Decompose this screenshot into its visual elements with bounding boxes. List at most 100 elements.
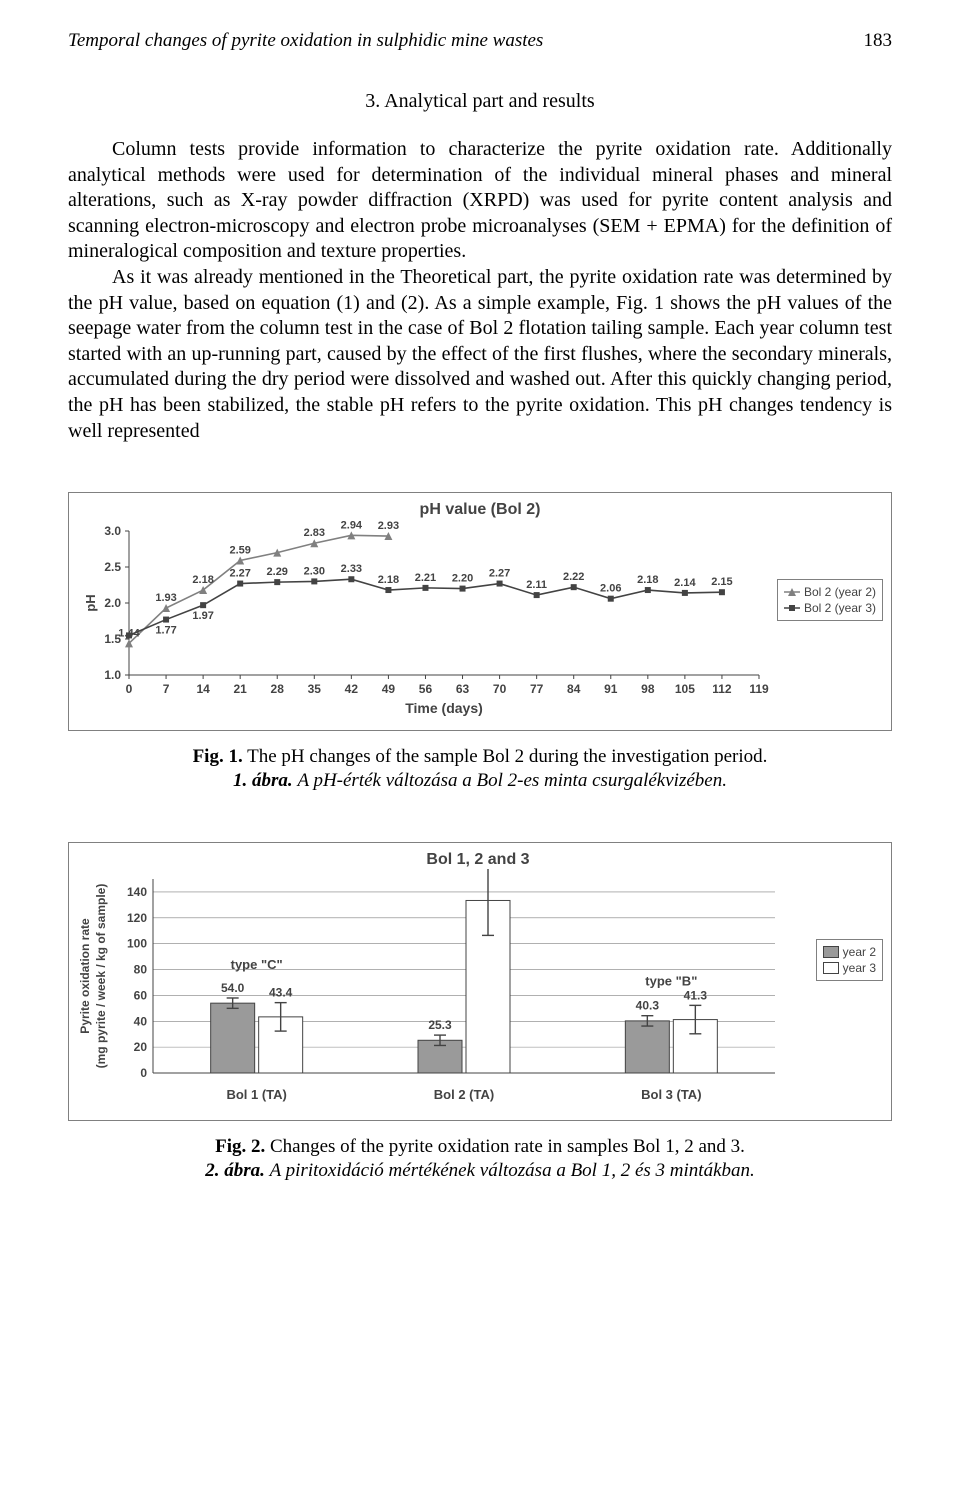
svg-text:80: 80 [134,962,148,976]
legend-label-0: Bol 2 (year 2) [804,585,876,599]
svg-text:2.93: 2.93 [378,520,399,532]
svg-text:(mg pyrite / week / kg of samp: (mg pyrite / week / kg of sample) [94,883,108,1068]
svg-text:Bol 1 (TA): Bol 1 (TA) [226,1087,286,1102]
svg-text:2.83: 2.83 [304,527,325,539]
fig1-caption-text-hu: A pH-érték változása a Bol 2-es minta cs… [297,770,727,791]
svg-text:0: 0 [126,682,133,696]
svg-text:2.20: 2.20 [452,573,473,585]
svg-text:type "C": type "C" [231,957,283,972]
svg-text:Time (days): Time (days) [405,700,483,716]
svg-text:1.0: 1.0 [104,668,121,682]
svg-text:42: 42 [345,682,359,696]
figure-2-legend: year 2 year 3 [816,939,883,981]
svg-text:2.21: 2.21 [415,572,436,584]
legend-item-year3: Bol 2 (year 3) [784,600,876,616]
paragraph-2: As it was already mentioned in the Theor… [68,265,892,444]
figure-1-title: pH value (Bol 2) [79,501,881,519]
legend-item-y2: year 2 [823,944,876,960]
svg-text:105: 105 [675,682,695,696]
svg-text:2.30: 2.30 [304,566,325,578]
paragraph-2-text: As it was already mentioned in the Theor… [68,266,892,442]
fig2-caption-text-hu: A piritoxidáció mértékének változása a B… [270,1160,755,1181]
svg-text:60: 60 [134,988,148,1002]
svg-text:40.3: 40.3 [636,998,660,1012]
svg-text:2.06: 2.06 [600,583,621,595]
svg-text:112: 112 [712,682,732,696]
page: Temporal changes of pyrite oxidation in … [0,0,960,1223]
svg-text:2.18: 2.18 [637,574,658,586]
svg-text:2.14: 2.14 [674,577,696,589]
svg-text:pH: pH [83,594,98,611]
figure-2-chart: 0 20 40 60 80 100 120 140 Pyrite oxidation rate(… [75,869,795,1109]
figure-2-title: Bol 1, 2 and 3 [75,851,881,869]
svg-text:41.3: 41.3 [684,988,708,1002]
svg-text:2.18: 2.18 [192,574,213,586]
svg-text:54.0: 54.0 [221,981,245,995]
fig2-label: Fig. 2. [215,1136,265,1157]
svg-text:2.18: 2.18 [378,574,399,586]
fig2-label-hu: 2. ábra. [205,1160,265,1181]
svg-text:77: 77 [530,682,544,696]
legend2-label-0: year 2 [843,945,876,959]
svg-text:98: 98 [641,682,655,696]
svg-text:25.3: 25.3 [428,1018,452,1032]
svg-text:84: 84 [567,682,581,696]
svg-text:type "B": type "B" [645,973,697,988]
svg-text:2.22: 2.22 [563,571,584,583]
svg-text:40: 40 [134,1014,148,1028]
svg-text:20: 20 [134,1040,148,1054]
svg-text:Pyrite oxidation rate: Pyrite oxidation rate [78,918,92,1034]
svg-text:120: 120 [127,911,147,925]
swatch-year2 [823,946,839,958]
svg-text:91: 91 [604,682,618,696]
page-number: 183 [864,30,893,52]
svg-text:63: 63 [456,682,470,696]
running-title: Temporal changes of pyrite oxidation in … [68,30,543,52]
svg-text:70: 70 [493,682,507,696]
figure-1-legend: Bol 2 (year 2) Bol 2 (year 3) [777,579,883,621]
svg-text:2.5: 2.5 [104,560,121,574]
paragraph-1-text: Column tests provide information to char… [68,138,892,262]
svg-text:1.77: 1.77 [155,625,176,637]
legend2-label-1: year 3 [843,961,876,975]
svg-text:100: 100 [127,936,147,950]
svg-text:3.0: 3.0 [104,524,121,538]
svg-text:Bol 2 (TA): Bol 2 (TA) [434,1087,494,1102]
svg-text:21: 21 [233,682,247,696]
figure-2-frame: Bol 1, 2 and 3 year 2 year 3 0 20 40 60 80 10… [68,842,892,1121]
fig1-label-hu: 1. ábra. [233,770,293,791]
svg-text:140: 140 [127,885,147,899]
svg-text:1.93: 1.93 [155,592,176,604]
svg-text:56: 56 [419,682,433,696]
running-head: Temporal changes of pyrite oxidation in … [68,30,892,52]
svg-text:2.29: 2.29 [267,566,288,578]
legend-item-year2: Bol 2 (year 2) [784,584,876,600]
svg-text:2.0: 2.0 [104,596,121,610]
svg-text:0: 0 [140,1066,147,1080]
svg-text:28: 28 [271,682,285,696]
svg-text:7: 7 [163,682,170,696]
svg-text:14: 14 [196,682,210,696]
svg-text:119: 119 [749,682,769,696]
figure-2-caption: Fig. 2. Changes of the pyrite oxidation … [68,1135,892,1184]
svg-text:1.97: 1.97 [192,610,213,622]
svg-text:2.27: 2.27 [489,568,510,580]
fig2-caption-text: Changes of the pyrite oxidation rate in … [270,1136,745,1157]
svg-text:Bol 3 (TA): Bol 3 (TA) [641,1087,701,1102]
paragraph-1: Column tests provide information to char… [68,137,892,265]
fig1-label: Fig. 1. [193,746,243,767]
svg-text:2.27: 2.27 [229,568,250,580]
svg-text:35: 35 [308,682,322,696]
svg-text:43.4: 43.4 [269,985,293,999]
swatch-year3 [823,962,839,974]
legend-item-y3: year 3 [823,960,876,976]
svg-text:2.11: 2.11 [526,579,547,591]
legend-label-1: Bol 2 (year 3) [804,601,876,615]
svg-text:49: 49 [382,682,396,696]
svg-text:2.15: 2.15 [711,576,732,588]
figure-1-chart: 1.01.52.02.53.00714212835424956637077849… [79,519,779,719]
fig1-caption-text: The pH changes of the sample Bol 2 durin… [247,746,767,767]
svg-text:2.94: 2.94 [341,519,363,531]
figure-1-caption: Fig. 1. The pH changes of the sample Bol… [68,745,892,794]
section-heading: 3. Analytical part and results [68,90,892,113]
